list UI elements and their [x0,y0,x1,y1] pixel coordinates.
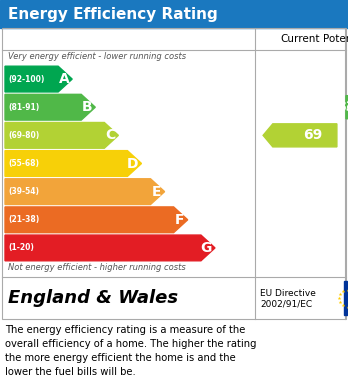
Bar [2,28,346,319]
Text: (69-80): (69-80) [8,131,39,140]
Text: England & Wales: England & Wales [8,289,178,307]
Text: (39-54): (39-54) [8,187,39,196]
Text: The energy efficiency rating is a measure of the: The energy efficiency rating is a measur… [5,325,245,335]
Text: 2002/91/EC: 2002/91/EC [260,300,312,308]
Text: (81-91): (81-91) [8,103,39,112]
Polygon shape [5,235,215,261]
Polygon shape [5,122,118,148]
Text: (1-20): (1-20) [8,244,34,253]
Text: Not energy efficient - higher running costs: Not energy efficient - higher running co… [8,263,186,272]
Polygon shape [345,96,348,119]
Polygon shape [263,124,337,147]
Text: (92-100): (92-100) [8,75,45,84]
Polygon shape [5,94,95,120]
Text: G: G [201,241,212,255]
Text: 69: 69 [303,128,322,142]
Text: C: C [105,128,116,142]
Text: D: D [127,156,139,170]
Text: E: E [152,185,161,199]
Text: A: A [58,72,69,86]
Bar [344,281,347,315]
Polygon shape [5,207,188,233]
Text: 83: 83 [336,100,348,114]
Text: Current: Current [280,34,320,44]
Text: Energy Efficiency Rating: Energy Efficiency Rating [8,7,218,22]
Text: overall efficiency of a home. The higher the rating: overall efficiency of a home. The higher… [5,339,256,349]
Text: Very energy efficient - lower running costs: Very energy efficient - lower running co… [8,52,186,61]
Text: (55-68): (55-68) [8,159,39,168]
Text: F: F [175,213,185,227]
Text: lower the fuel bills will be.: lower the fuel bills will be. [5,367,136,377]
Polygon shape [5,179,165,204]
Text: the more energy efficient the home is and the: the more energy efficient the home is an… [5,353,236,363]
Polygon shape [5,151,142,176]
Text: Potential: Potential [323,34,348,44]
Bar [0,0,348,28]
Text: B: B [82,100,92,114]
Polygon shape [5,66,72,92]
Text: (21-38): (21-38) [8,215,39,224]
Text: EU Directive: EU Directive [260,289,316,298]
